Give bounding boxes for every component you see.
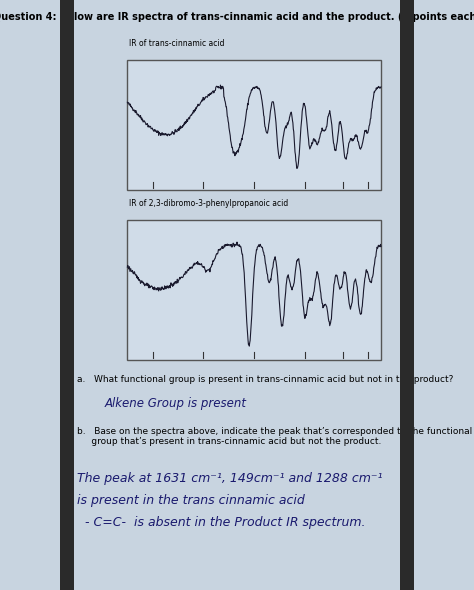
- Text: is present in the trans cinnamic acid: is present in the trans cinnamic acid: [77, 494, 304, 507]
- Text: a.   What functional group is present in trans-cinnamic acid but not in the prod: a. What functional group is present in t…: [77, 375, 453, 384]
- FancyBboxPatch shape: [60, 0, 73, 590]
- Text: b.   Base on the spectra above, indicate the peak that’s corresponded to the fun: b. Base on the spectra above, indicate t…: [77, 427, 472, 447]
- FancyBboxPatch shape: [128, 60, 381, 190]
- Text: Question 4: Below are IR spectra of trans-cinnamic acid and the product. (5 poin: Question 4: Below are IR spectra of tran…: [0, 12, 474, 22]
- FancyBboxPatch shape: [128, 220, 381, 360]
- Text: Alkene Group is present: Alkene Group is present: [105, 397, 247, 410]
- Text: IR of trans-cinnamic acid: IR of trans-cinnamic acid: [129, 39, 224, 48]
- FancyBboxPatch shape: [401, 0, 414, 590]
- Text: - C=C-  is absent in the Product IR spectrum.: - C=C- is absent in the Product IR spect…: [77, 516, 365, 529]
- Text: The peak at 1631 cm⁻¹, 149cm⁻¹ and 1288 cm⁻¹: The peak at 1631 cm⁻¹, 149cm⁻¹ and 1288 …: [77, 472, 382, 485]
- Text: IR of 2,3-dibromo-3-phenylpropanoic acid: IR of 2,3-dibromo-3-phenylpropanoic acid: [129, 199, 288, 208]
